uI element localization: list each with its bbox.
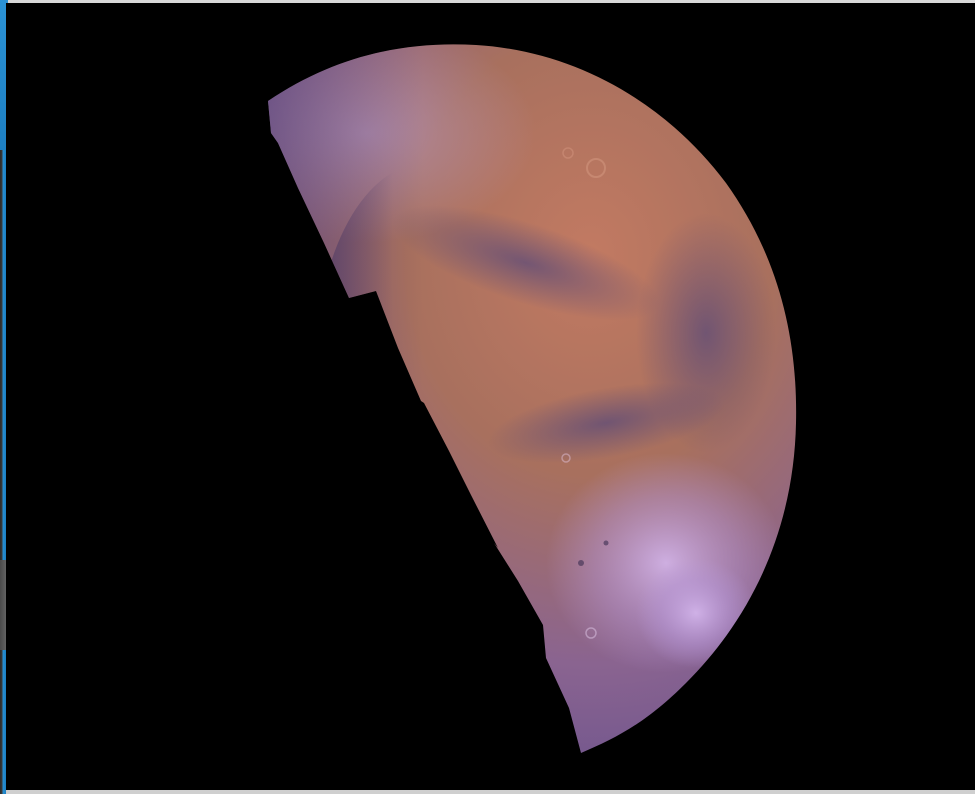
- window-edge-band: [0, 560, 8, 650]
- window-edge-accent: [0, 0, 8, 150]
- planet-disk: [268, 44, 797, 754]
- mars-image: [268, 44, 797, 754]
- window-edge-strip: [0, 0, 8, 794]
- bottom-frame-edge: [6, 790, 975, 794]
- photo-canvas: [6, 3, 975, 790]
